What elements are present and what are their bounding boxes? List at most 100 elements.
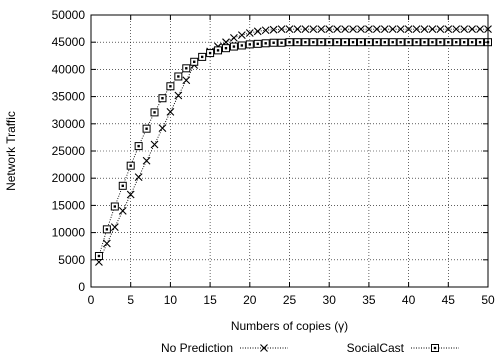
series-layer [94, 25, 492, 266]
x-tick-label: 45 [442, 293, 456, 307]
legend: No Prediction SocialCast [161, 341, 459, 355]
data-point-x-marker [118, 206, 127, 215]
data-point-x-marker [357, 25, 365, 34]
marker-square-dot [264, 42, 267, 45]
data-point-square-marker [396, 38, 405, 47]
data-point-x-marker [182, 76, 191, 85]
data-point-square-marker [404, 38, 413, 47]
data-point-x-marker [174, 91, 183, 100]
marker-square-dot [216, 49, 220, 52]
marker-square-dot [232, 45, 236, 48]
marker-square-dot [137, 144, 140, 148]
y-tick-label: 15000 [52, 198, 86, 212]
data-point-square-marker [301, 38, 310, 47]
axis-ticks: 0 5 10 15 20 25 30 35 40 45 50 0 5000 10000 15000 20000… [52, 8, 495, 307]
legend-label: SocialCast [347, 341, 405, 355]
data-point-x-marker [444, 25, 453, 34]
x-tick-label: 20 [243, 293, 257, 307]
data-point-x-marker [293, 25, 302, 34]
x-tick-label: 25 [283, 293, 297, 307]
marker-square-dot [312, 41, 315, 44]
data-point-x-marker [396, 25, 405, 34]
data-point-square-marker [221, 44, 230, 53]
data-point-square-marker [356, 38, 365, 47]
y-tick-label: 10000 [52, 226, 86, 240]
marker-square-dot [208, 51, 212, 55]
data-point-square-marker [436, 38, 445, 47]
data-point-square-marker [158, 94, 167, 103]
data-point-x-marker [150, 140, 159, 149]
data-point-x-marker [301, 25, 310, 34]
marker-square-dot [415, 41, 418, 44]
data-point-square-marker [364, 38, 373, 47]
y-axis-title: Network Traffic [4, 111, 18, 191]
x-tick-label: 35 [362, 293, 376, 307]
marker-square-dot [113, 205, 117, 208]
marker-square-dot [462, 41, 466, 44]
legend-marker-x [260, 344, 268, 352]
data-point-x-marker [460, 25, 469, 34]
data-point-x-marker [245, 29, 254, 37]
data-point-square-marker [372, 38, 381, 47]
marker-square-dot [399, 41, 402, 44]
data-point-x-marker [349, 25, 357, 34]
marker-square-dot [296, 41, 299, 44]
data-point-square-marker [245, 40, 254, 49]
marker-square-dot [185, 67, 188, 70]
y-tick-label: 0 [78, 280, 85, 294]
data-point-x-marker [436, 25, 445, 34]
data-point-square-marker [206, 49, 215, 58]
data-point-square-marker [309, 38, 318, 47]
marker-square-dot [407, 41, 410, 44]
data-point-x-marker [134, 173, 143, 182]
x-tick-label: 10 [164, 293, 178, 307]
marker-square-dot [433, 346, 437, 350]
data-point-x-marker [333, 25, 342, 34]
data-point-x-marker [476, 25, 484, 34]
marker-square-dot [169, 85, 172, 88]
data-point-x-marker [372, 25, 381, 34]
x-tick-label: 50 [481, 293, 495, 307]
marker-square-dot [383, 41, 386, 44]
data-point-x-marker [468, 25, 477, 34]
marker-square-dot [304, 41, 307, 44]
data-point-square-marker [380, 38, 389, 47]
data-point-x-marker [341, 25, 349, 34]
marker-square-dot [351, 41, 355, 44]
marker-square-dot [161, 97, 164, 100]
marker-square-dot [470, 41, 474, 44]
data-point-square-marker [237, 41, 246, 50]
series-line [98, 28, 488, 263]
data-point-x-marker [380, 25, 389, 34]
data-point-x-marker [452, 25, 461, 34]
x-tick-label: 5 [127, 293, 134, 307]
data-point-x-marker [309, 25, 318, 34]
data-point-square-marker [293, 38, 302, 47]
data-point-square-marker [269, 38, 278, 47]
x-tick-label: 0 [88, 293, 95, 307]
marker-square-dot [455, 41, 458, 44]
y-tick-label: 40000 [52, 62, 86, 76]
marker-square-dot [367, 41, 371, 44]
series-line [98, 41, 488, 257]
data-point-square-marker [468, 38, 477, 47]
data-point-x-marker [253, 27, 262, 36]
data-point-square-marker [102, 225, 111, 234]
marker-square-dot [193, 60, 196, 63]
marker-square-dot [343, 41, 347, 44]
data-point-x-marker [269, 25, 278, 34]
data-point-square-marker [285, 38, 294, 47]
x-tick-label: 40 [402, 293, 416, 307]
marker-square-dot [375, 41, 379, 44]
data-point-square-marker [150, 108, 159, 117]
data-point-square-marker [166, 82, 175, 91]
marker-square-dot [145, 127, 148, 130]
data-point-square-marker [460, 38, 469, 47]
data-point-square-marker [420, 38, 429, 47]
data-point-square-marker [317, 38, 326, 47]
legend-label: No Prediction [161, 341, 233, 355]
data-point-square-marker [333, 38, 342, 47]
legend-item: No Prediction [161, 341, 288, 355]
marker-square-dot [328, 41, 331, 44]
marker-square-dot [439, 41, 442, 44]
